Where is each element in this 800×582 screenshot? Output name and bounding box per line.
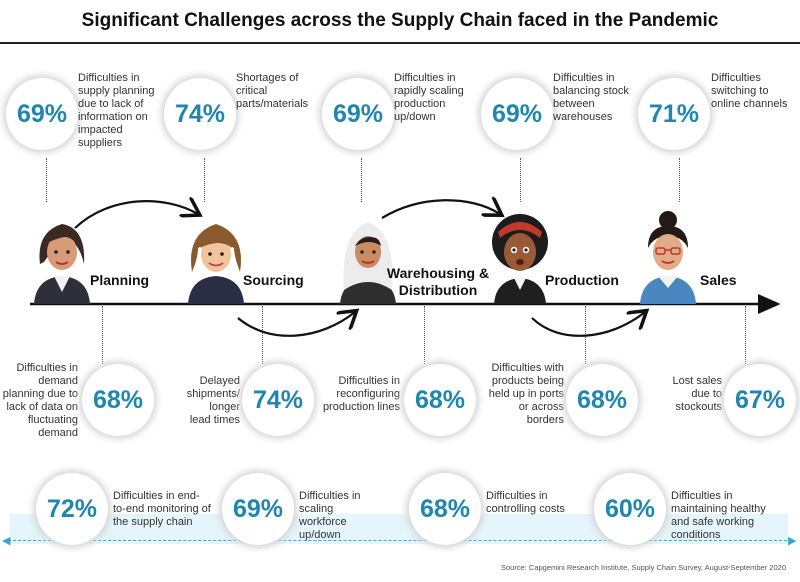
stat-circle: 67% <box>724 364 796 436</box>
stat-circle: 74% <box>242 364 314 436</box>
overall-band-line <box>8 540 792 541</box>
top-connector-4 <box>520 158 521 202</box>
flow-arrow-icon <box>381 200 500 219</box>
stat-circle: 69% <box>481 78 553 150</box>
production-avatar-icon <box>492 214 548 304</box>
flow-arrow-icon <box>531 312 645 337</box>
stat-circle: 69% <box>222 473 294 545</box>
stat-description: Difficulties in rapidly scaling producti… <box>394 72 464 123</box>
stage-label-warehousing: Warehousing & Distribution <box>386 265 490 298</box>
stat-circle: 72% <box>36 473 108 545</box>
warehouse-avatar-icon <box>340 222 396 304</box>
planner-avatar-icon <box>34 224 90 304</box>
stat-circle: 60% <box>594 473 666 545</box>
stat-description: Delayed shipments/ longer lead times <box>186 375 240 426</box>
stat-description: Difficulties switching to online channel… <box>711 72 788 110</box>
stat-circle: 68% <box>566 364 638 436</box>
stat-description: Difficulties in controlling costs <box>486 490 565 515</box>
band-left-arrow-icon: ◀ <box>2 535 11 547</box>
bottom-connector-1 <box>102 306 103 364</box>
stat-circle: 74% <box>164 78 236 150</box>
stat-circle: 68% <box>404 364 476 436</box>
top-connector-5 <box>679 158 680 202</box>
stat-description: Difficulties in reconfiguring production… <box>322 375 400 413</box>
band-right-arrow-icon: ▶ <box>788 535 797 547</box>
sourcing-avatar-icon <box>188 224 244 304</box>
bottom-connector-5 <box>745 306 746 364</box>
stat-description: Shortages of critical parts/materials <box>236 72 309 110</box>
bottom-connector-3 <box>424 306 425 364</box>
stat-circle: 71% <box>638 78 710 150</box>
stage-label-sourcing: Sourcing <box>243 272 304 288</box>
stage-label-sales: Sales <box>700 272 737 288</box>
flow-arrow-icon <box>74 201 198 229</box>
top-connector-3 <box>361 158 362 202</box>
stage-label-planning: Planning <box>90 272 150 288</box>
top-connector-2 <box>204 158 205 202</box>
stat-description: Difficulties in demand planning due to l… <box>2 362 78 439</box>
stat-description: Difficulties in scaling workforce up/dow… <box>299 490 361 541</box>
stat-circle: 68% <box>82 364 154 436</box>
page-title: Significant Challenges across the Supply… <box>81 10 719 31</box>
stage-label-production: Production <box>545 272 619 288</box>
stat-description: Difficulties in supply planning due to l… <box>78 72 155 149</box>
stat-circle: 69% <box>322 78 394 150</box>
stat-description: Lost sales due to stockouts <box>672 375 722 413</box>
source-note: Source: Capgemini Research Institute, Su… <box>500 563 786 572</box>
stat-circle: 68% <box>409 473 481 545</box>
stat-description: Difficulties with products being held up… <box>488 362 564 426</box>
stat-description: Difficulties in end-to-end monitoring of… <box>113 490 211 528</box>
stat-description: Difficulties in maintaining healthy and … <box>671 490 766 541</box>
bottom-connector-2 <box>262 306 263 364</box>
title-underline <box>0 42 800 44</box>
stat-description: Difficulties in balancing stock between … <box>553 72 629 123</box>
flow-arrow-icon <box>237 312 355 337</box>
stat-circle: 69% <box>6 78 78 150</box>
top-connector-1 <box>46 158 47 202</box>
sales-avatar-icon <box>640 211 696 304</box>
